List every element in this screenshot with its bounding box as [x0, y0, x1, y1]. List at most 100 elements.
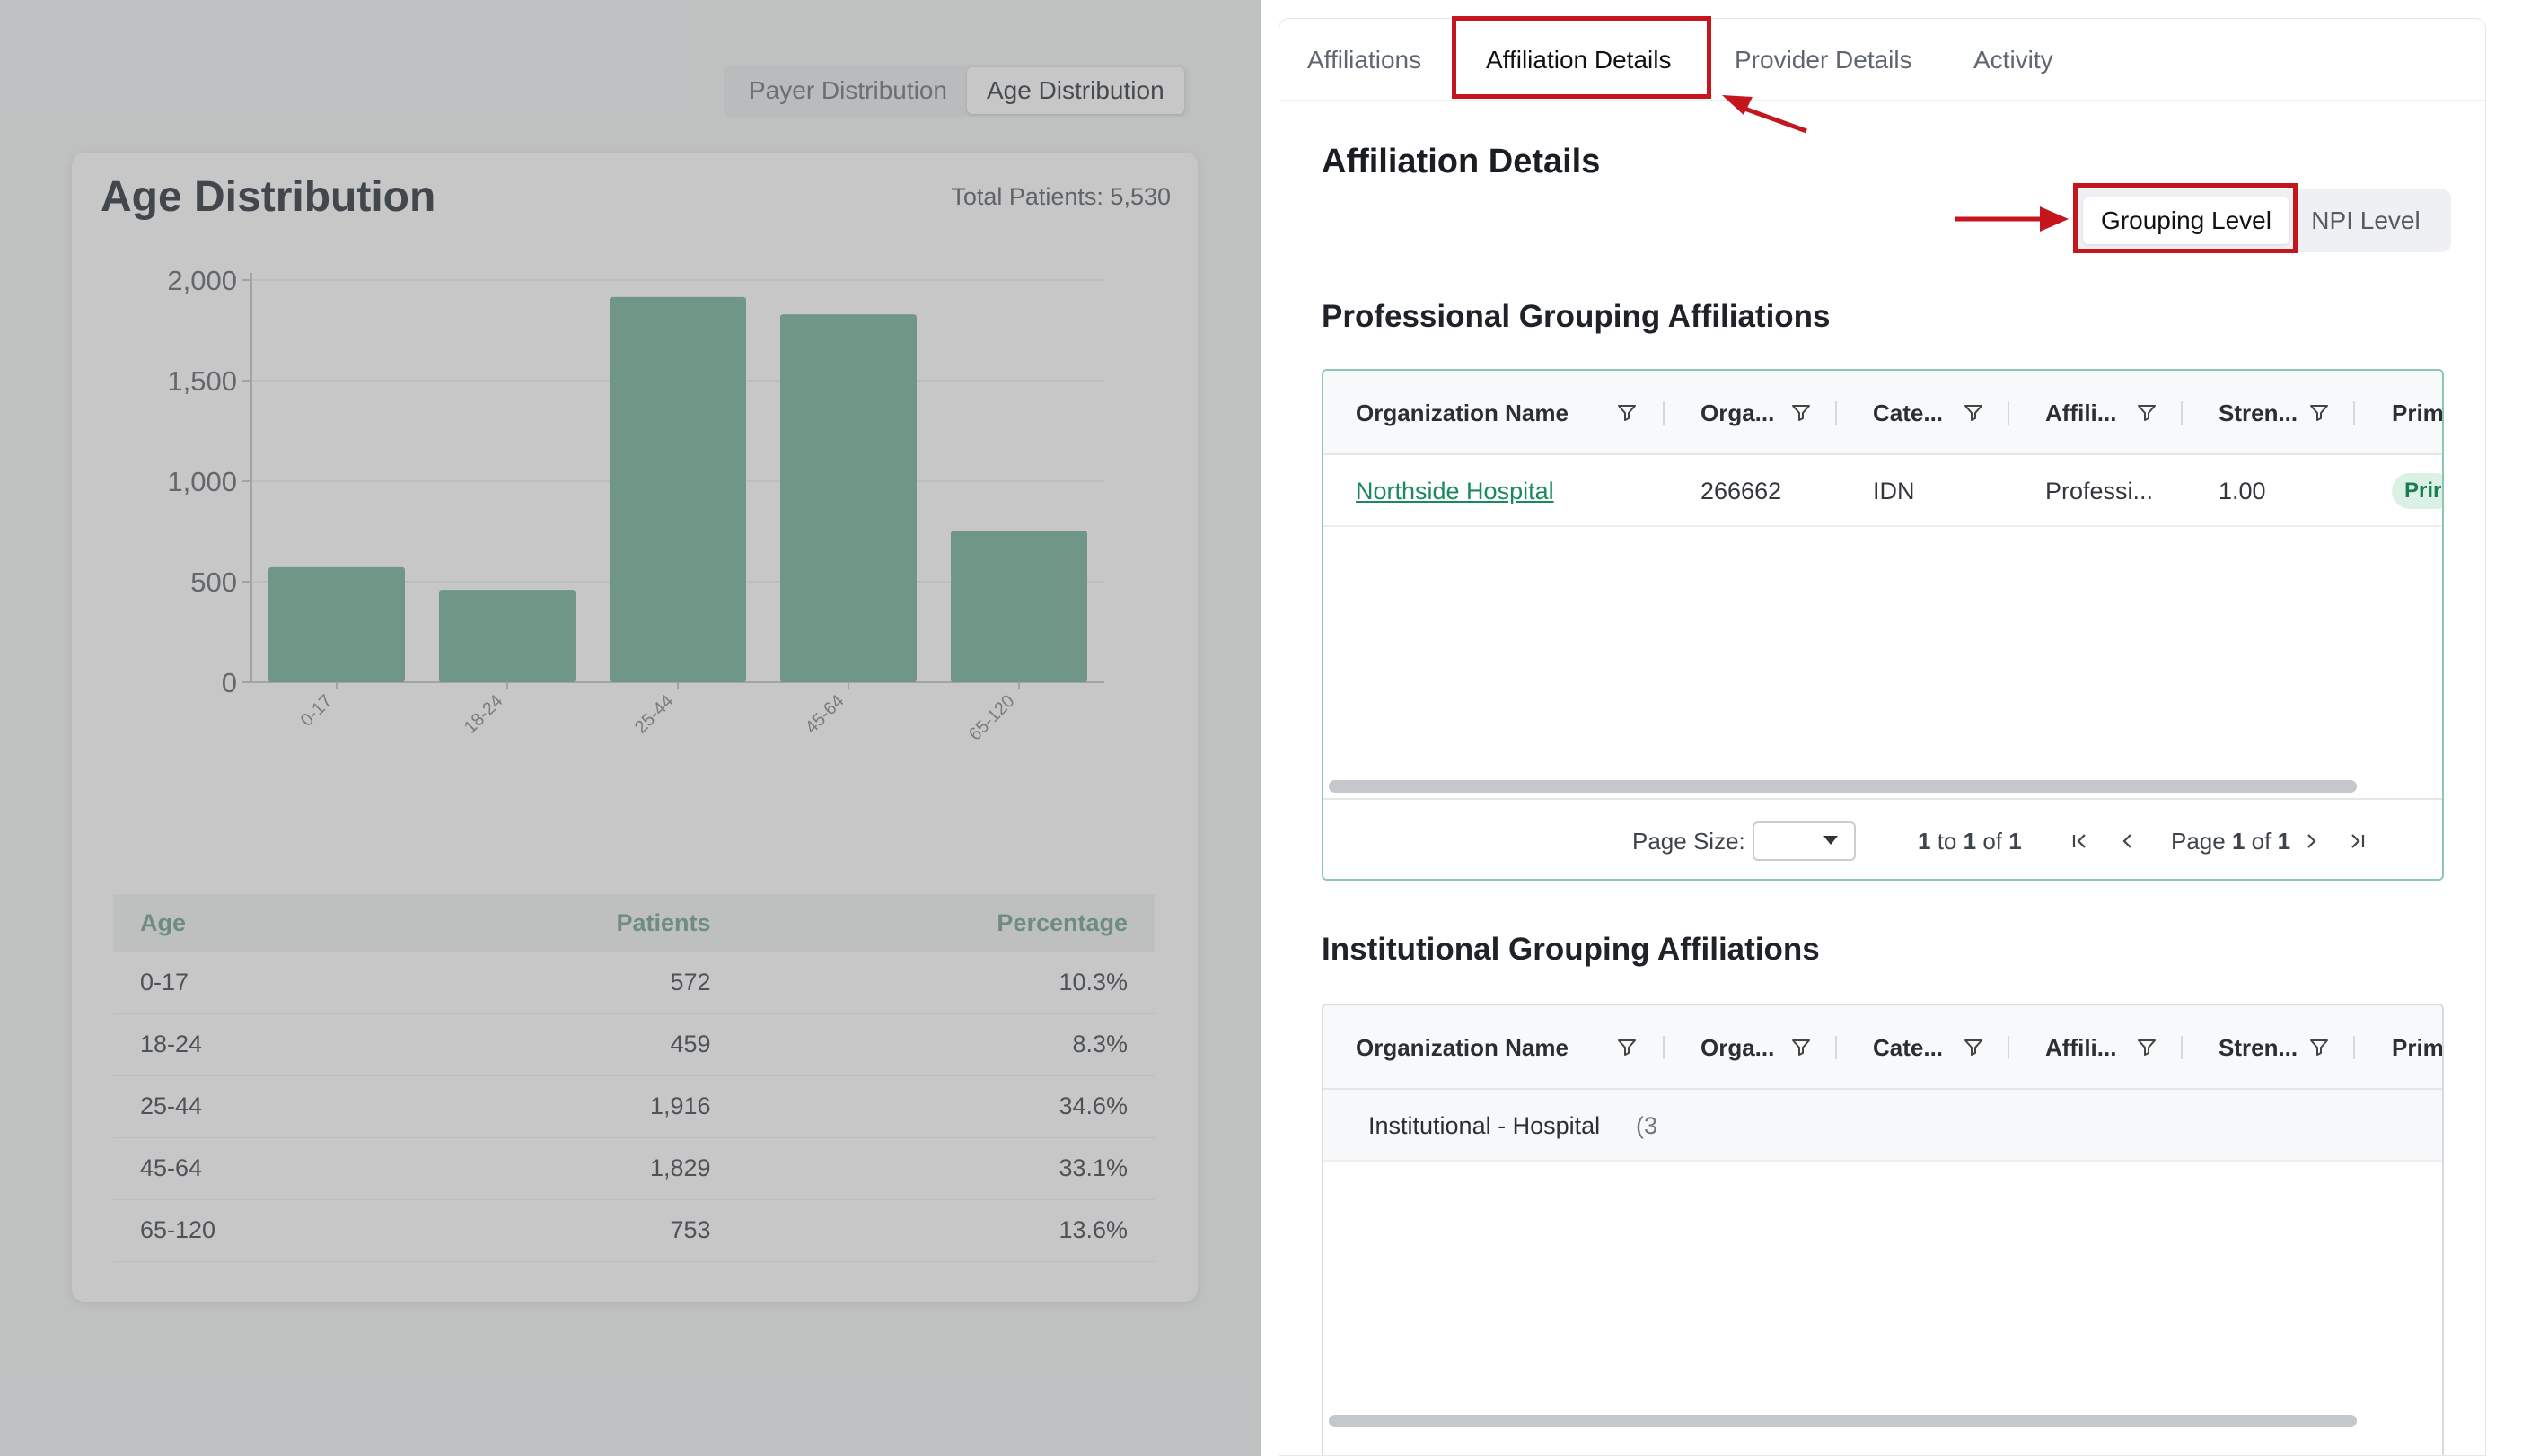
x-tick-label: 25-44 [631, 691, 678, 738]
tab-affiliation-details[interactable]: Affiliation Details [1486, 46, 1672, 74]
patients-cell: 459 [405, 1013, 738, 1076]
last-page-icon[interactable] [2343, 827, 2372, 855]
x-tick-label: 0-17 [297, 691, 337, 731]
column-header-affiliation[interactable]: Affili... [2045, 399, 2117, 426]
column-header-primary[interactable]: Prim [2392, 1033, 2444, 1061]
column-separator[interactable] [2008, 1036, 2009, 1059]
percentage-cell: 33.1% [737, 1137, 1155, 1200]
patients-cell: 1,829 [405, 1137, 738, 1200]
column-header-primary[interactable]: Prim [2392, 399, 2444, 426]
group-row[interactable]: Institutional - Hospital (3 [1323, 1090, 2442, 1162]
age-distribution-card: Age Distribution Total Patients: 5,530 0… [72, 153, 1198, 1302]
age-cell: 0-17 [113, 952, 406, 1014]
institutional-grid: Organization Name Orga... Cate... Affili… [1322, 1004, 2444, 1455]
age-distribution-panel: Payer Distribution Age Distribution Age … [0, 0, 1261, 1456]
filter-icon[interactable] [2308, 402, 2330, 424]
next-page-icon[interactable] [2297, 827, 2325, 855]
first-page-icon[interactable] [2065, 827, 2094, 855]
bar-45-64 [780, 314, 917, 682]
age-cell: 65-120 [113, 1199, 406, 1262]
bar-0-17 [268, 566, 405, 682]
age-column-header: Age [113, 894, 406, 952]
filter-icon[interactable] [2136, 402, 2157, 424]
page-size-select[interactable] [1753, 821, 1856, 861]
age-cell: 18-24 [113, 1013, 406, 1076]
tab-affiliations[interactable]: Affiliations [1307, 46, 1422, 74]
tab-provider-details[interactable]: Provider Details [1735, 46, 1912, 74]
filter-icon[interactable] [2308, 1037, 2330, 1058]
distribution-toggle: Payer Distribution Age Distribution [724, 65, 1190, 117]
column-header-affiliation[interactable]: Affili... [2045, 1033, 2117, 1061]
bar-25-44 [610, 296, 746, 682]
grid-header: Organization Name Orga... Cate... Affili… [1323, 371, 2442, 455]
professional-grid: Organization Name Orga... Cate... Affili… [1322, 369, 2444, 881]
column-header-strength[interactable]: Stren... [2219, 1033, 2298, 1061]
column-header-category[interactable]: Cate... [1873, 399, 1944, 426]
age-cell: 45-64 [113, 1137, 406, 1200]
age-cell: 25-44 [113, 1075, 406, 1138]
card-title: Age Distribution [101, 173, 436, 221]
tab-activity[interactable]: Activity [1973, 46, 2053, 74]
total-patients: Total Patients: 5,530 [951, 183, 1171, 210]
column-header-organization-name[interactable]: Organization Name [1356, 399, 1569, 426]
patients-column-header: Patients [405, 894, 738, 952]
category-cell: IDN [1873, 477, 1915, 504]
affiliation-drawer: Affiliations Affiliation Details Provide… [1279, 18, 2486, 1456]
y-tick-label: 0 [222, 667, 237, 698]
filter-icon[interactable] [1616, 1037, 1638, 1058]
filter-icon[interactable] [1790, 402, 1812, 424]
column-separator[interactable] [1835, 1036, 1837, 1059]
age-table: Age Patients Percentage 0-17 572 10.3% 1… [113, 894, 1155, 1262]
column-separator[interactable] [2353, 1036, 2355, 1059]
column-separator[interactable] [2181, 1036, 2183, 1059]
organization-link[interactable]: Northside Hospital [1356, 477, 1554, 504]
filter-icon[interactable] [2136, 1037, 2157, 1058]
horizontal-scrollbar[interactable] [1329, 1415, 2357, 1427]
payer-distribution-button[interactable]: Payer Distribution [749, 76, 947, 104]
age-table-header: Age Patients Percentage [113, 894, 1155, 952]
column-separator[interactable] [2353, 401, 2355, 425]
org-id-cell: 266662 [1700, 477, 1782, 504]
percentage-column-header: Percentage [737, 894, 1155, 952]
y-tick-label: 1,000 [167, 466, 237, 497]
strength-cell: 1.00 [2219, 477, 2266, 504]
column-header-org[interactable]: Orga... [1700, 399, 1775, 426]
institutional-section-title: Institutional Grouping Affiliations [1322, 932, 1820, 967]
pagination-bar: Page Size: 1 to 1 of 1 Page 1 of 1 [1323, 798, 2442, 879]
patients-cell: 1,916 [405, 1075, 738, 1138]
column-header-org[interactable]: Orga... [1700, 1033, 1775, 1061]
column-separator[interactable] [2181, 401, 2183, 425]
column-separator[interactable] [1663, 1036, 1665, 1059]
affiliation-cell: Professi... [2045, 477, 2154, 504]
column-separator[interactable] [2008, 401, 2009, 425]
filter-icon[interactable] [1616, 402, 1638, 424]
filter-icon[interactable] [1963, 402, 1984, 424]
level-toggle: Grouping Level NPI Level [2074, 189, 2451, 252]
filter-icon[interactable] [1963, 1037, 1984, 1058]
table-row: 18-24 459 8.3% [113, 1013, 1155, 1076]
npi-level-button[interactable]: NPI Level [2311, 206, 2421, 234]
column-header-organization-name[interactable]: Organization Name [1356, 1033, 1569, 1061]
previous-page-icon[interactable] [2113, 827, 2142, 855]
column-header-category[interactable]: Cate... [1873, 1033, 1944, 1061]
table-row: 25-44 1,916 34.6% [113, 1075, 1155, 1138]
horizontal-scrollbar[interactable] [1329, 780, 2357, 793]
y-tick-label: 1,500 [167, 365, 237, 397]
percentage-cell: 10.3% [737, 952, 1155, 1014]
grouping-level-button[interactable]: Grouping Level [2083, 197, 2289, 244]
x-tick-label: 18-24 [461, 691, 507, 738]
column-header-strength[interactable]: Stren... [2219, 399, 2298, 426]
grid-header: Organization Name Orga... Cate... Affili… [1323, 1005, 2442, 1090]
age-distribution-button[interactable]: Age Distribution [966, 67, 1184, 114]
table-row: 45-64 1,829 33.1% [113, 1137, 1155, 1200]
column-separator[interactable] [1663, 401, 1665, 425]
group-label: Institutional - Hospital [1368, 1111, 1601, 1139]
tab-bar: Affiliations Affiliation Details Provide… [1279, 19, 2485, 101]
percentage-cell: 13.6% [737, 1199, 1155, 1262]
patients-cell: 753 [405, 1199, 738, 1262]
page-indicator: Page 1 of 1 [2171, 827, 2291, 855]
professional-section-title: Professional Grouping Affiliations [1322, 299, 1831, 334]
filter-icon[interactable] [1790, 1037, 1812, 1058]
table-row[interactable]: Northside Hospital 266662 IDN Professi..… [1323, 455, 2442, 527]
column-separator[interactable] [1835, 401, 1837, 425]
